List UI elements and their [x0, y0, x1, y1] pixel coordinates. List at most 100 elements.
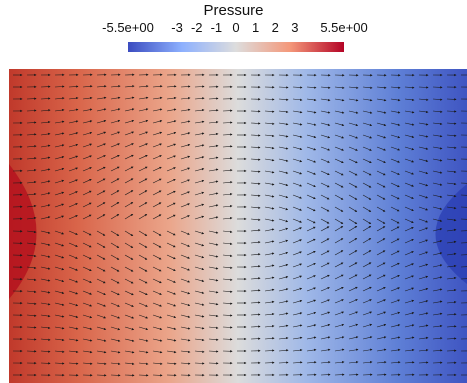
- velocity-arrow: [334, 110, 345, 114]
- velocity-arrow: [96, 302, 106, 307]
- velocity-arrow: [40, 254, 51, 258]
- velocity-arrow: [404, 251, 414, 256]
- velocity-arrow: [40, 120, 51, 124]
- velocity-arrow: [292, 122, 303, 126]
- velocity-arrow: [152, 202, 162, 208]
- velocity-arrow: [96, 266, 106, 272]
- velocity-arrow: [82, 290, 92, 295]
- velocity-arrow: [166, 120, 177, 124]
- velocity-arrow: [446, 325, 457, 328]
- velocity-arrow: [278, 134, 289, 138]
- velocity-arrow: [96, 362, 107, 365]
- velocity-arrow: [68, 290, 79, 295]
- velocity-arrow: [362, 110, 373, 114]
- velocity-arrow: [250, 194, 261, 197]
- velocity-arrow: [68, 278, 79, 283]
- velocity-arrow: [152, 143, 162, 148]
- velocity-arrow: [96, 96, 107, 100]
- velocity-arrow: [82, 131, 93, 136]
- velocity-arrow: [362, 262, 372, 268]
- velocity-arrow: [320, 336, 331, 340]
- velocity-arrow: [376, 323, 387, 328]
- velocity-arrow: [292, 348, 303, 352]
- velocity-arrow: [166, 254, 176, 260]
- velocity-arrow: [348, 225, 358, 232]
- velocity-arrow: [292, 361, 303, 364]
- velocity-arrow: [152, 190, 162, 196]
- velocity-arrow: [404, 206, 414, 211]
- velocity-arrow: [208, 266, 219, 270]
- velocity-arrow: [418, 349, 429, 352]
- velocity-arrow: [264, 288, 275, 292]
- velocity-arrow: [292, 182, 303, 187]
- velocity-arrow: [348, 206, 358, 212]
- velocity-arrow: [348, 286, 358, 292]
- velocity-arrow: [250, 229, 261, 232]
- velocity-arrow: [124, 338, 135, 342]
- velocity-arrow: [166, 362, 177, 365]
- velocity-arrow: [306, 287, 316, 292]
- velocity-arrow: [124, 314, 135, 319]
- velocity-arrow: [292, 227, 302, 232]
- velocity-arrow: [110, 350, 121, 354]
- velocity-arrow: [362, 182, 372, 188]
- velocity-arrow: [362, 86, 373, 89]
- velocity-arrow: [432, 218, 443, 222]
- velocity-arrow: [446, 288, 457, 292]
- velocity-arrow: [194, 167, 205, 172]
- velocity-arrow: [68, 326, 79, 330]
- colorbar-tick-label: -3: [171, 20, 183, 35]
- velocity-arrow: [362, 122, 373, 127]
- velocity-arrow: [208, 338, 219, 341]
- velocity-arrow: [110, 190, 120, 196]
- velocity-arrow: [418, 122, 429, 126]
- velocity-arrow: [54, 302, 65, 306]
- velocity-arrow: [432, 194, 443, 198]
- velocity-arrow: [306, 361, 317, 364]
- velocity-arrow: [278, 218, 289, 223]
- velocity-arrow: [96, 202, 106, 208]
- velocity-arrow: [208, 109, 219, 112]
- velocity-arrow: [264, 312, 275, 316]
- velocity-arrow: [390, 275, 400, 280]
- velocity-arrow: [40, 109, 51, 112]
- velocity-arrow: [152, 155, 162, 160]
- velocity-arrow: [40, 278, 51, 282]
- velocity-arrow: [138, 119, 149, 124]
- velocity-arrow: [40, 350, 51, 353]
- velocity-arrow: [306, 311, 317, 316]
- velocity-arrow: [54, 266, 65, 271]
- velocity-arrow: [26, 278, 37, 281]
- velocity-arrow: [124, 143, 134, 148]
- velocity-arrow: [264, 146, 275, 150]
- velocity-arrow: [68, 350, 79, 354]
- velocity-arrow: [152, 266, 162, 272]
- velocity-arrow: [390, 146, 401, 151]
- velocity-arrow: [124, 166, 134, 172]
- velocity-arrow: [68, 143, 79, 148]
- velocity-arrow: [404, 158, 415, 163]
- velocity-arrow: [418, 218, 429, 223]
- velocity-arrow: [278, 300, 289, 304]
- velocity-arrow: [334, 194, 344, 200]
- velocity-arrow: [208, 216, 219, 220]
- velocity-arrow: [180, 338, 191, 342]
- velocity-arrow: [292, 239, 302, 244]
- velocity-arrow: [418, 182, 429, 187]
- velocity-arrow: [390, 206, 400, 212]
- velocity-arrow: [194, 191, 205, 196]
- colorbar-tick-label: 3: [291, 20, 299, 35]
- velocity-arrow: [68, 242, 78, 247]
- velocity-arrow: [362, 98, 373, 102]
- velocity-arrow: [348, 98, 359, 102]
- velocity-arrow: [152, 278, 162, 284]
- colorbar-tick-label: 5.5e+00: [320, 20, 368, 35]
- velocity-arrow: [82, 108, 93, 112]
- velocity-arrow: [404, 146, 415, 151]
- velocity-arrow: [432, 122, 443, 126]
- velocity-arrow: [432, 146, 443, 150]
- velocity-arrow: [180, 278, 191, 283]
- velocity-arrow: [208, 290, 219, 294]
- velocity-arrow: [124, 108, 135, 112]
- velocity-arrow: [68, 266, 78, 271]
